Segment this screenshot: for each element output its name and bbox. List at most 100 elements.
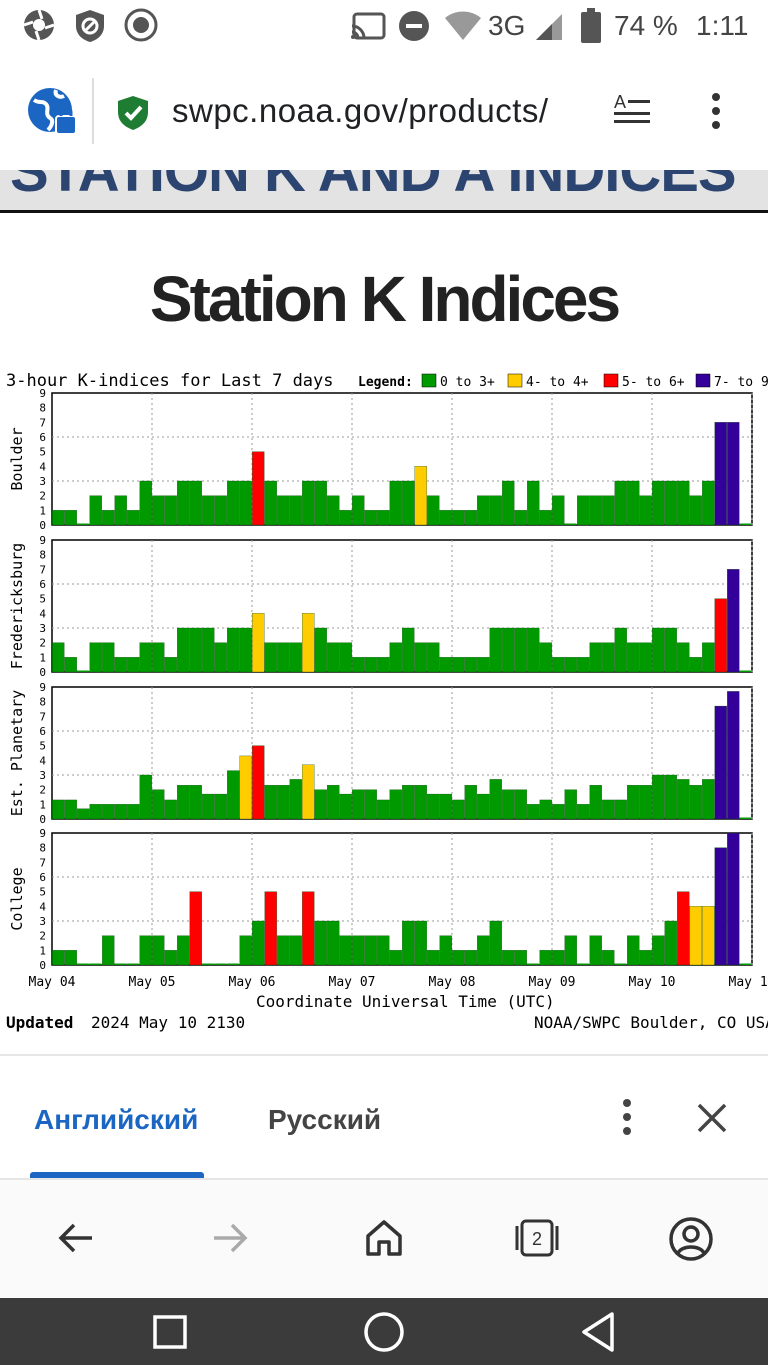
k-index-bar xyxy=(327,495,340,526)
y-tick-label: 2 xyxy=(39,637,46,650)
k-index-bar xyxy=(502,627,515,673)
k-index-bar xyxy=(739,523,752,525)
k-index-bar xyxy=(214,963,227,965)
k-index-bar xyxy=(152,935,165,966)
k-index-bar xyxy=(427,642,440,673)
k-index-bar xyxy=(327,785,340,820)
k-index-bar xyxy=(702,779,715,820)
y-tick-label: 5 xyxy=(39,886,46,899)
k-index-bar xyxy=(402,627,415,673)
k-index-bar xyxy=(202,793,215,820)
aperture-icon xyxy=(23,9,55,41)
y-tick-label: 8 xyxy=(39,842,46,855)
k-index-bar xyxy=(502,480,515,526)
k-index-bar xyxy=(364,935,377,966)
k-index-bar xyxy=(664,627,677,673)
y-tick-label: 3 xyxy=(39,475,46,488)
k-index-bar xyxy=(389,950,402,966)
y-tick-label: 8 xyxy=(39,549,46,562)
url-field[interactable]: swpc.noaa.gov/products/ xyxy=(172,92,549,129)
k-index-bar xyxy=(414,642,427,673)
y-tick-label: 4 xyxy=(39,754,46,767)
k-index-bar xyxy=(464,785,477,820)
k-index-bar xyxy=(614,627,627,673)
k-index-bar xyxy=(552,804,565,820)
k-index-bar xyxy=(52,950,65,966)
back-triangle-icon[interactable] xyxy=(578,1310,618,1354)
k-index-bar xyxy=(352,657,365,673)
y-tick-label: 1 xyxy=(39,651,46,664)
k-index-bar xyxy=(314,480,327,526)
k-index-bar xyxy=(414,466,427,526)
back-arrow-icon[interactable] xyxy=(58,1222,94,1254)
translate-more-icon[interactable] xyxy=(619,1098,635,1136)
k-index-bar xyxy=(702,642,715,673)
k-index-bar xyxy=(552,657,565,673)
k-index-bar xyxy=(277,785,290,820)
k-index-bar xyxy=(689,906,702,966)
k-index-bar xyxy=(202,627,215,673)
forward-arrow-icon[interactable] xyxy=(212,1222,248,1254)
y-tick-label: 7 xyxy=(39,710,46,723)
close-icon[interactable] xyxy=(696,1102,728,1134)
legend-item-label: 4- to 4+ xyxy=(526,375,589,390)
system-nav-bar xyxy=(0,1298,768,1365)
reader-mode-icon[interactable]: A xyxy=(612,92,652,128)
y-tick-label: 8 xyxy=(39,402,46,415)
k-index-bar xyxy=(177,785,190,820)
k-index-bar xyxy=(502,950,515,966)
y-tick-label: 6 xyxy=(39,431,46,444)
recents-square-icon[interactable] xyxy=(152,1314,188,1350)
chart-panel-2: 0 12 3 45 6 78 9 Fredericksburg xyxy=(8,534,753,679)
k-index-bar xyxy=(264,480,277,526)
k-index-bar xyxy=(402,480,415,526)
k-index-bar xyxy=(439,935,452,966)
k-index-bar xyxy=(77,963,89,965)
globe-lock-icon[interactable] xyxy=(26,86,78,138)
k-index-bar xyxy=(64,799,77,820)
tab-english[interactable]: Английский xyxy=(34,1104,199,1135)
shield-check-icon[interactable] xyxy=(116,94,150,132)
account-icon[interactable] xyxy=(668,1216,714,1262)
y-tick-label: 3 xyxy=(39,915,46,928)
y-axis-label: Boulder xyxy=(8,427,26,490)
x-tick-label: May 05 xyxy=(129,975,176,990)
k-index-bar xyxy=(439,510,452,526)
y-tick-label: 0 xyxy=(39,666,46,679)
k-index-bar xyxy=(489,627,502,673)
k-index-bar xyxy=(102,642,115,673)
k-index-bar xyxy=(739,817,752,819)
k-index-bar xyxy=(102,935,115,966)
tab-russian[interactable]: Русский xyxy=(268,1104,382,1135)
home-circle-icon[interactable] xyxy=(362,1310,406,1354)
k-index-bar xyxy=(677,891,690,966)
k-index-bar xyxy=(639,785,652,820)
legend-item-label: 5- to 6+ xyxy=(622,375,685,390)
k-index-bar xyxy=(64,510,77,526)
k-index-bar xyxy=(677,779,690,820)
k-index-bar xyxy=(239,627,252,673)
k-index-bar xyxy=(139,642,152,673)
k-index-bar xyxy=(327,920,340,966)
k-index-bar xyxy=(702,480,715,526)
k-index-bar xyxy=(427,793,440,820)
k-index-bar xyxy=(614,963,627,965)
k-index-bar xyxy=(52,510,65,526)
k-index-bar xyxy=(602,950,615,966)
k-index-bar xyxy=(389,642,402,673)
home-icon[interactable] xyxy=(364,1218,404,1258)
k-index-bar xyxy=(727,691,740,820)
translate-bar: Английский Русский xyxy=(0,1054,768,1180)
k-index-bar xyxy=(252,920,265,966)
k-index-bar xyxy=(189,627,202,673)
legend-swatch xyxy=(507,373,523,388)
k-index-bar xyxy=(402,920,415,966)
more-vert-icon[interactable] xyxy=(708,92,724,130)
k-index-bar xyxy=(64,657,77,673)
tabs-icon[interactable]: 2 xyxy=(510,1218,564,1258)
cast-icon xyxy=(351,12,386,40)
k-index-bar xyxy=(489,779,502,820)
y-tick-label: 2 xyxy=(39,784,46,797)
k-index-bar xyxy=(514,627,527,673)
k-index-bar xyxy=(602,799,615,820)
